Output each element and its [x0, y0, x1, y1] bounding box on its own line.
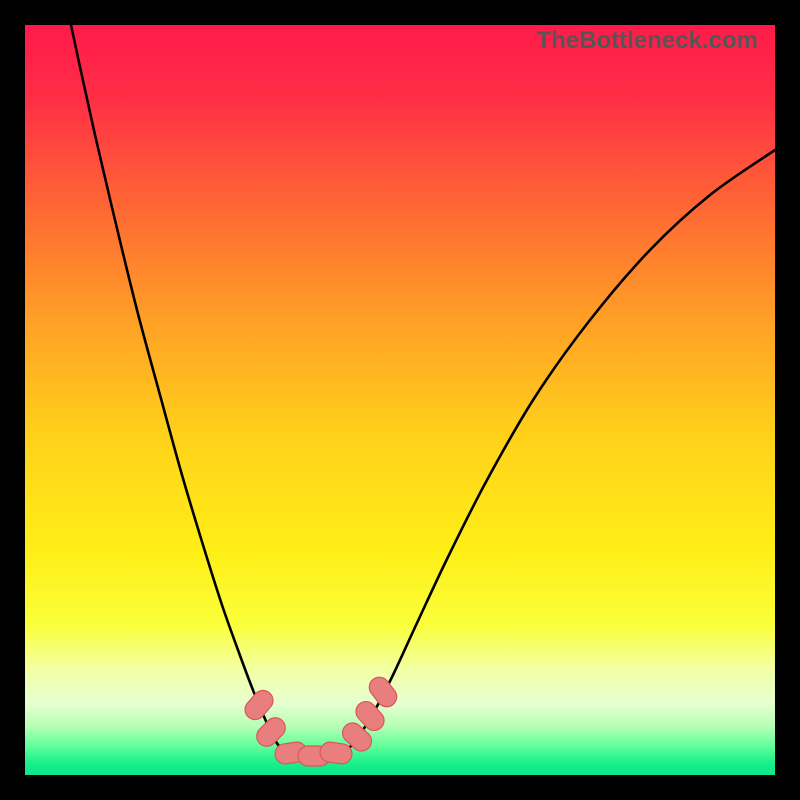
curve-layer: [25, 25, 775, 775]
watermark-text: TheBottleneck.com: [537, 27, 758, 55]
plot-area: [25, 25, 775, 775]
bottleneck-curve: [71, 25, 775, 756]
chart-frame: TheBottleneck.com: [0, 0, 800, 800]
